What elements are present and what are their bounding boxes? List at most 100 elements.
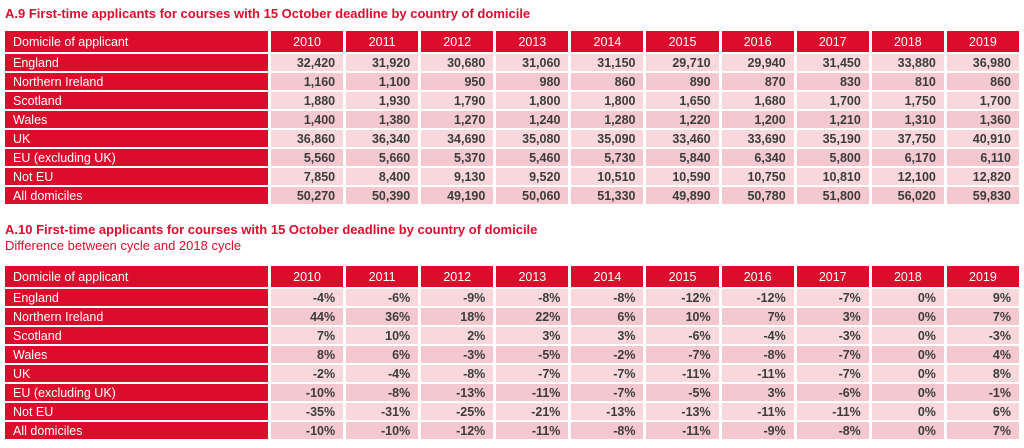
value-cell: -7% bbox=[646, 346, 719, 363]
value-cell: 5,460 bbox=[496, 149, 569, 166]
row-label-cell: Northern Ireland bbox=[5, 73, 268, 90]
year-header-cell: 2013 bbox=[496, 31, 569, 52]
value-cell: -11% bbox=[496, 384, 569, 401]
value-cell: 830 bbox=[796, 73, 869, 90]
value-cell: 6% bbox=[346, 346, 419, 363]
year-header-cell: 2017 bbox=[796, 31, 869, 52]
value-cell: 1,360 bbox=[946, 111, 1019, 128]
value-cell: -7% bbox=[496, 365, 569, 382]
value-cell: 37,750 bbox=[871, 130, 944, 147]
value-cell: -4% bbox=[346, 365, 419, 382]
value-cell: -3% bbox=[421, 346, 494, 363]
row-label-cell: All domiciles bbox=[5, 422, 268, 439]
value-cell: -10% bbox=[346, 422, 419, 439]
value-cell: 1,790 bbox=[421, 92, 494, 109]
value-cell: 810 bbox=[871, 73, 944, 90]
value-cell: 29,940 bbox=[721, 54, 794, 71]
value-cell: 1,700 bbox=[796, 92, 869, 109]
row-label-cell: England bbox=[5, 289, 268, 306]
report-page: A.9 First-time applicants for courses wi… bbox=[5, 6, 1019, 439]
value-cell: 4% bbox=[946, 346, 1019, 363]
value-cell: 0% bbox=[871, 403, 944, 420]
table-a10-difference-vs-2018: Domicile of applicant 2010 2011 2012 2013 201… bbox=[5, 266, 1019, 439]
year-header-cell: 2011 bbox=[346, 31, 419, 52]
row-label-cell: Northern Ireland bbox=[5, 308, 268, 325]
value-cell: 1,700 bbox=[946, 92, 1019, 109]
value-cell: -8% bbox=[421, 365, 494, 382]
value-cell: 10% bbox=[346, 327, 419, 344]
value-cell: 6,110 bbox=[946, 149, 1019, 166]
row-label-cell: Wales bbox=[5, 111, 268, 128]
value-cell: 860 bbox=[571, 73, 644, 90]
value-cell: -12% bbox=[421, 422, 494, 439]
value-cell: 1,880 bbox=[271, 92, 344, 109]
value-cell: 8,400 bbox=[346, 168, 419, 185]
value-cell: 9,520 bbox=[496, 168, 569, 185]
year-header-cell: 2016 bbox=[721, 31, 794, 52]
value-cell: 18% bbox=[421, 308, 494, 325]
row-label-cell: UK bbox=[5, 130, 268, 147]
value-cell: 36% bbox=[346, 308, 419, 325]
value-cell: -11% bbox=[496, 422, 569, 439]
year-header-cell: 2011 bbox=[346, 266, 419, 287]
value-cell: 51,800 bbox=[796, 187, 869, 204]
year-header-cell: 2015 bbox=[646, 266, 719, 287]
value-cell: -11% bbox=[721, 403, 794, 420]
value-cell: 49,890 bbox=[646, 187, 719, 204]
value-cell: 3% bbox=[796, 308, 869, 325]
value-cell: 3% bbox=[571, 327, 644, 344]
value-cell: -6% bbox=[796, 384, 869, 401]
value-cell: 35,190 bbox=[796, 130, 869, 147]
value-cell: -13% bbox=[646, 403, 719, 420]
value-cell: -31% bbox=[346, 403, 419, 420]
value-cell: 44% bbox=[271, 308, 344, 325]
value-cell: 0% bbox=[871, 327, 944, 344]
year-header-cell: 2019 bbox=[946, 266, 1019, 287]
value-cell: 8% bbox=[946, 365, 1019, 382]
value-cell: 1,680 bbox=[721, 92, 794, 109]
value-cell: 1,280 bbox=[571, 111, 644, 128]
value-cell: 860 bbox=[946, 73, 1019, 90]
year-header-cell: 2012 bbox=[421, 266, 494, 287]
value-cell: 5,840 bbox=[646, 149, 719, 166]
value-cell: 10,510 bbox=[571, 168, 644, 185]
value-cell: 1,380 bbox=[346, 111, 419, 128]
value-cell: 49,190 bbox=[421, 187, 494, 204]
value-cell: 31,920 bbox=[346, 54, 419, 71]
value-cell: -8% bbox=[571, 422, 644, 439]
value-cell: -8% bbox=[721, 346, 794, 363]
value-cell: -7% bbox=[796, 365, 869, 382]
value-cell: 1,220 bbox=[646, 111, 719, 128]
value-cell: 6% bbox=[571, 308, 644, 325]
value-cell: 50,270 bbox=[271, 187, 344, 204]
value-cell: -8% bbox=[796, 422, 869, 439]
value-cell: -10% bbox=[271, 422, 344, 439]
table-a9-section: A.9 First-time applicants for courses wi… bbox=[5, 6, 1019, 204]
value-cell: 10% bbox=[646, 308, 719, 325]
value-cell: 3% bbox=[496, 327, 569, 344]
value-cell: 7% bbox=[946, 422, 1019, 439]
value-cell: 950 bbox=[421, 73, 494, 90]
value-cell: -7% bbox=[571, 365, 644, 382]
table-a10-section: A.10 First-time applicants for courses w… bbox=[5, 222, 1019, 439]
value-cell: 980 bbox=[496, 73, 569, 90]
value-cell: 36,340 bbox=[346, 130, 419, 147]
value-cell: 50,060 bbox=[496, 187, 569, 204]
value-cell: 7% bbox=[721, 308, 794, 325]
value-cell: 10,590 bbox=[646, 168, 719, 185]
value-cell: 1,160 bbox=[271, 73, 344, 90]
row-label-cell: EU (excluding UK) bbox=[5, 149, 268, 166]
value-cell: -2% bbox=[571, 346, 644, 363]
value-cell: -10% bbox=[271, 384, 344, 401]
value-cell: -12% bbox=[721, 289, 794, 306]
value-cell: 5,560 bbox=[271, 149, 344, 166]
row-label-cell: England bbox=[5, 54, 268, 71]
value-cell: 7% bbox=[271, 327, 344, 344]
value-cell: -11% bbox=[721, 365, 794, 382]
value-cell: -9% bbox=[721, 422, 794, 439]
value-cell: 1,750 bbox=[871, 92, 944, 109]
value-cell: 0% bbox=[871, 308, 944, 325]
year-header-cell: 2014 bbox=[571, 31, 644, 52]
value-cell: 9,130 bbox=[421, 168, 494, 185]
year-header-cell: 2014 bbox=[571, 266, 644, 287]
